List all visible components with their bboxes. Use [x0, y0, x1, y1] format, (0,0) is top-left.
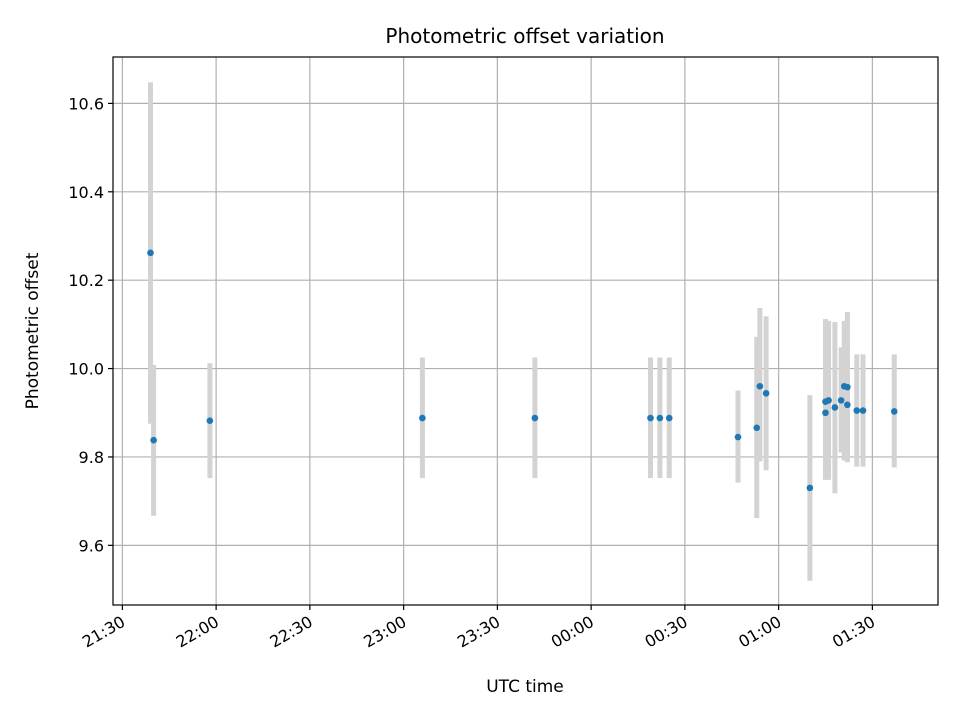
data-point [647, 414, 654, 422]
data-point [831, 404, 839, 411]
x-axis-label: UTC time [486, 677, 564, 697]
data-points [147, 249, 898, 492]
data-point [734, 433, 742, 441]
x-tick-label: 23:30 [454, 612, 503, 652]
data-point [890, 408, 898, 415]
x-tick-label: 00:00 [548, 612, 597, 652]
data-point [822, 409, 829, 417]
x-tick-label: 23:00 [360, 612, 409, 652]
data-point [419, 414, 426, 422]
data-point [825, 397, 832, 404]
y-axis-label: Photometric offset [23, 252, 43, 409]
data-point [206, 417, 214, 425]
y-tick-label: 9.6 [79, 536, 104, 555]
data-point [753, 424, 761, 432]
data-point [756, 382, 764, 390]
grid-lines [113, 57, 938, 605]
x-tick-label: 00:30 [641, 612, 690, 652]
data-point [853, 407, 861, 414]
y-tick-label: 10.2 [68, 271, 104, 290]
data-point [665, 414, 673, 422]
data-point [656, 414, 664, 422]
x-tick-label: 01:00 [735, 612, 784, 652]
y-axis-ticks: 9.6 9.8 10.0 10.2 10.4 10.6 [68, 94, 113, 555]
y-tick-label: 10.4 [68, 183, 104, 202]
data-point [762, 390, 770, 397]
error-bars [148, 82, 897, 581]
data-point [844, 401, 851, 409]
y-tick-label: 10.0 [68, 360, 104, 379]
x-tick-label: 22:00 [173, 612, 222, 652]
y-tick-label: 9.8 [79, 448, 104, 467]
y-tick-label: 10.6 [68, 94, 104, 113]
plot-frame [112, 56, 939, 606]
data-point [150, 436, 157, 444]
data-point [531, 414, 539, 422]
data-point [837, 397, 845, 404]
x-tick-label: 21:30 [79, 612, 128, 652]
data-point [859, 407, 867, 414]
data-point [844, 383, 851, 391]
data-point [147, 249, 154, 257]
x-tick-label: 22:30 [266, 612, 315, 652]
x-tick-label: 01:30 [829, 612, 878, 652]
x-axis-ticks: 21:30 22:00 22:30 23:00 23:30 00:00 00:30 01:00… [79, 605, 878, 652]
data-point [806, 484, 814, 492]
chart-title: Photometric offset variation [385, 24, 664, 48]
